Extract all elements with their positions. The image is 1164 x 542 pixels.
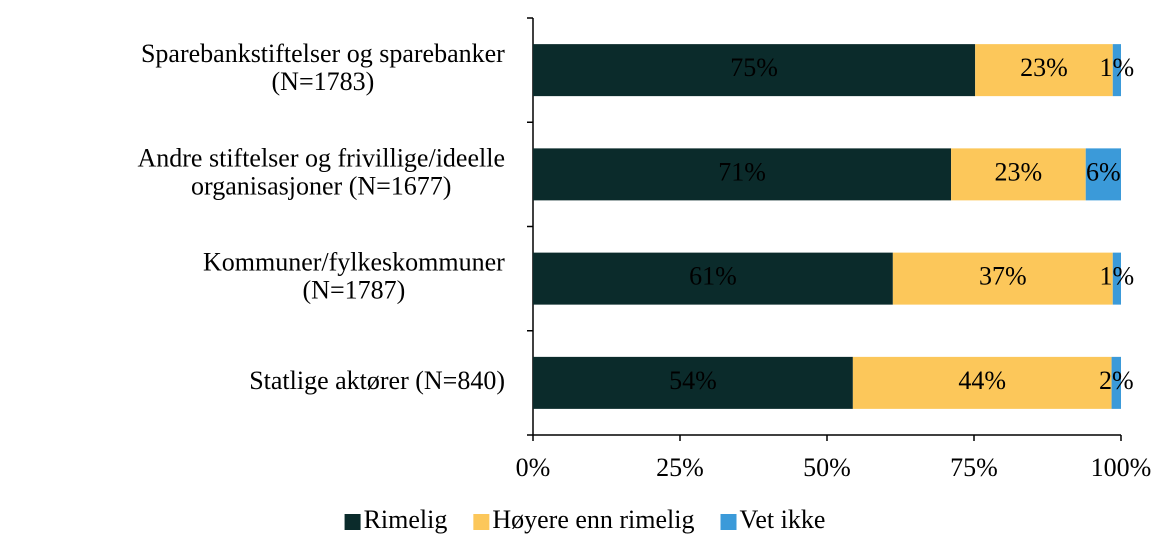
- bar-segment: [892, 252, 1113, 305]
- x-tick-label: 75%: [950, 453, 998, 482]
- data-label: 71%: [718, 157, 766, 186]
- legend-swatch: [473, 514, 490, 530]
- bar-segment: [951, 148, 1086, 201]
- category-label: Statlige aktører (N=840): [249, 366, 505, 395]
- category-label: Sparebankstiftelser og sparebanker (N=178…: [141, 39, 505, 96]
- bar-segment: [1112, 252, 1121, 305]
- data-label: 1%: [1100, 53, 1135, 82]
- bar-segment: [533, 44, 976, 97]
- category-label: Kommuner/fylkeskommuner (N=1787): [203, 248, 505, 305]
- legend-label: Høyere enn rimelig: [492, 505, 694, 534]
- data-label: 75%: [730, 53, 778, 82]
- x-tick-label: 25%: [656, 453, 704, 482]
- data-label: 44%: [958, 366, 1006, 395]
- x-tick-label: 50%: [803, 453, 851, 482]
- legend-label: Vet ikke: [740, 505, 826, 534]
- bar-segment: [533, 252, 893, 305]
- legend-label: Rimelig: [364, 505, 448, 534]
- legend-swatch: [344, 514, 361, 530]
- data-label: 23%: [1020, 53, 1068, 82]
- legend-swatch: [720, 514, 737, 530]
- x-tick-label: 100%: [1091, 453, 1152, 482]
- data-label: 54%: [669, 366, 717, 395]
- bar-segment: [533, 148, 952, 201]
- bar-segment: [1085, 148, 1121, 201]
- category-label: Andre stiftelser og frivillige/ideelle or…: [138, 143, 506, 200]
- bar-segment: [852, 356, 1112, 409]
- data-label: 37%: [979, 262, 1027, 291]
- data-label: 2%: [1099, 366, 1134, 395]
- bar-segment: [1112, 44, 1121, 97]
- bar-segment: [533, 356, 853, 409]
- data-label: 1%: [1100, 262, 1135, 291]
- data-label: 23%: [995, 157, 1043, 186]
- bar-segment: [1111, 356, 1121, 409]
- data-label: 6%: [1086, 157, 1121, 186]
- x-tick-label: 0%: [516, 453, 551, 482]
- data-label: 61%: [689, 262, 737, 291]
- bar-segment: [975, 44, 1113, 97]
